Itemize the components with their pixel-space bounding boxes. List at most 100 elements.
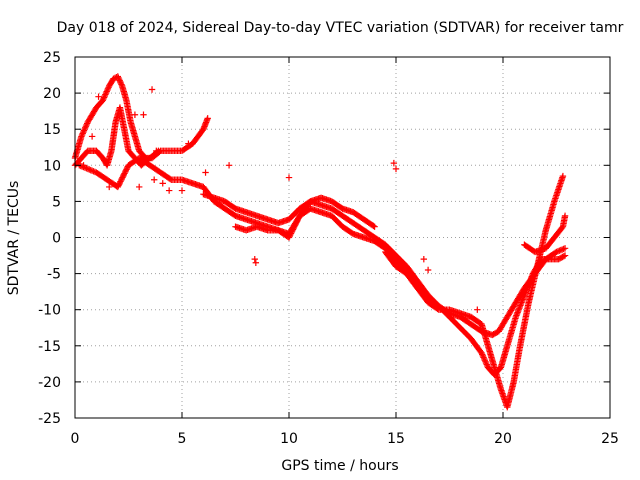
data-point (82, 123, 90, 130)
x-tick-label: 15 (387, 431, 405, 447)
data-point (285, 174, 293, 181)
data-point (482, 358, 489, 365)
data-point (202, 169, 209, 176)
data-point (84, 165, 92, 173)
data-point (204, 115, 211, 122)
data-point (479, 352, 487, 360)
data-point (561, 212, 569, 220)
data-point (80, 128, 87, 136)
data-point (95, 93, 102, 100)
y-tick-label: 15 (43, 122, 61, 138)
data-point (481, 357, 489, 364)
x-tick-label: 20 (494, 431, 512, 447)
series-track-e (382, 172, 567, 411)
series-track-b (71, 104, 162, 169)
data-point (556, 247, 563, 254)
data-point (478, 349, 485, 357)
data-point (559, 172, 567, 180)
data-point (80, 162, 87, 169)
series-track-g (521, 212, 569, 256)
data-point (553, 248, 560, 256)
data-point (424, 266, 432, 274)
y-tick-label: 10 (43, 158, 61, 174)
data-point (392, 165, 400, 173)
data-point (178, 187, 186, 194)
data-point (88, 133, 96, 140)
data-point (561, 252, 569, 259)
x-tick-label: 0 (71, 431, 80, 447)
data-point (479, 351, 486, 358)
y-tick-label: -5 (47, 267, 61, 283)
data-point (78, 163, 86, 170)
data-point (371, 223, 378, 230)
data-point (185, 140, 192, 147)
y-tick-label: 5 (52, 194, 61, 210)
data-point (110, 75, 117, 82)
series-track-f (232, 194, 378, 241)
data-point (251, 255, 258, 263)
data-point (101, 92, 108, 100)
data-point (100, 94, 108, 101)
data-point (474, 306, 481, 313)
data-point (136, 183, 143, 191)
data-point (554, 248, 562, 255)
data-point (560, 253, 567, 260)
data-point (78, 133, 85, 140)
y-tick-label: 25 (43, 50, 61, 66)
data-point (483, 361, 490, 368)
y-tick-label: -15 (38, 339, 61, 355)
x-tick-label: 10 (280, 431, 298, 447)
data-point (78, 131, 86, 139)
data-point (482, 359, 490, 367)
data-point (150, 176, 158, 183)
data-point (104, 87, 111, 94)
data-point (80, 127, 88, 134)
data-point (79, 130, 86, 137)
data-point (81, 126, 88, 133)
data-point (102, 91, 109, 98)
chart-title: Day 018 of 2024, Sidereal Day-to-day VTE… (57, 20, 624, 36)
data-point (83, 121, 90, 129)
data-point (559, 246, 566, 253)
series-track-d (200, 190, 569, 378)
data-point (154, 148, 161, 156)
data-point (99, 97, 107, 104)
data-point (561, 245, 569, 252)
data-point (165, 187, 173, 194)
y-tick-label: 20 (43, 86, 61, 102)
series-track-c (76, 154, 569, 339)
data-point (558, 224, 566, 232)
data-point (560, 245, 567, 253)
data-point (225, 162, 233, 169)
data-point (83, 165, 90, 172)
data-point (153, 147, 160, 155)
y-tick-label: 0 (52, 231, 61, 247)
data-point (82, 124, 89, 131)
data-point (148, 86, 156, 93)
data-point (102, 89, 110, 97)
data-point (103, 88, 110, 95)
data-point (480, 355, 488, 362)
data-point (83, 120, 91, 127)
x-tick-label: 5 (178, 431, 187, 447)
x-axis-title: GPS time / hours (281, 458, 398, 474)
data-point (118, 81, 125, 88)
data-point (420, 255, 428, 263)
data-point (104, 85, 112, 92)
data-point (77, 162, 84, 170)
data-point (159, 180, 166, 187)
data-point (140, 111, 147, 118)
data-point (252, 259, 260, 266)
data-point (390, 159, 398, 167)
data-point (86, 166, 93, 173)
data-point (87, 166, 94, 174)
data-point (106, 183, 113, 191)
data-point (100, 95, 107, 103)
series-outliers (80, 86, 481, 313)
axis-ticks: 0 5 10 15 20 25 -25 -20 -15 -10 -5 0 5 10 15 20 25 (38, 50, 619, 447)
y-tick-label: -20 (38, 375, 61, 391)
x-tick-label: 25 (601, 431, 619, 447)
data-point (90, 168, 97, 175)
y-axis-title: SDTVAR / TECUs (6, 181, 22, 296)
